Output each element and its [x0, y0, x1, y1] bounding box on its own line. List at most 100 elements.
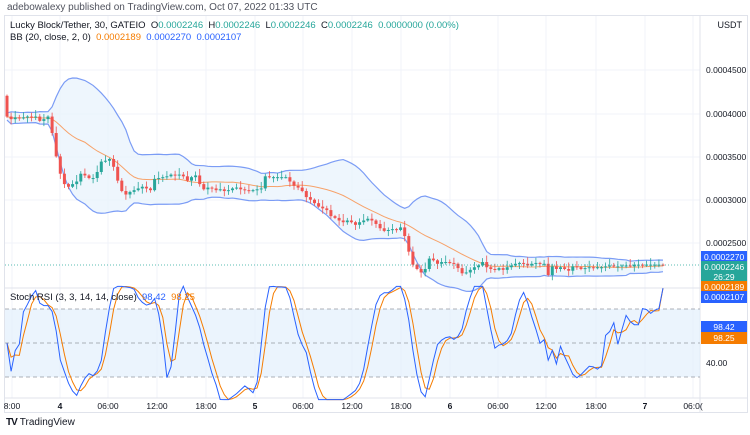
tradingview-logo[interactable]: TV TradingView: [6, 417, 75, 428]
time-tick-label: 7: [643, 401, 648, 411]
change-value: 0.0000000 (0.00%): [378, 20, 459, 31]
time-tick-label: 18:00: [390, 401, 412, 411]
candle-body: [399, 227, 403, 231]
candle-body: [579, 267, 583, 269]
time-tick-label: 06:00: [292, 401, 314, 411]
candle-body: [456, 263, 460, 269]
stoch-tick-label: 40.00: [706, 358, 728, 368]
candle-body: [235, 187, 239, 189]
candle-body: [30, 116, 34, 118]
time-tick-label: 06:0(: [683, 401, 703, 411]
candle-body: [54, 133, 58, 157]
bb-upper-line: [6, 77, 664, 262]
candle-body: [58, 156, 62, 174]
candle-body: [21, 117, 25, 119]
candle-body: [522, 262, 526, 264]
candle-body: [251, 190, 255, 192]
candle-body: [530, 263, 534, 266]
candle-body: [657, 264, 661, 266]
candle-body: [567, 268, 571, 271]
candle-body: [612, 265, 616, 267]
candle-body: [493, 268, 497, 270]
candle-body: [337, 217, 341, 221]
candle-body: [79, 173, 83, 182]
candle-body: [206, 187, 210, 190]
candle-body: [46, 116, 50, 120]
bb-basis-line: [6, 116, 664, 269]
candle-body: [185, 176, 189, 181]
bb-upper-tag: 0.0002270: [701, 251, 747, 263]
low-value: 0.0002246: [270, 20, 316, 31]
candle-body: [140, 186, 144, 189]
bb-fill: [7, 77, 663, 292]
candle-body: [591, 267, 595, 269]
time-tick-label: 5: [253, 401, 258, 411]
candle-body: [464, 272, 468, 274]
candle-body: [427, 258, 431, 269]
candle-body: [263, 176, 267, 189]
candle-body: [231, 188, 234, 191]
candle-body: [542, 263, 546, 265]
candle-body: [386, 230, 390, 232]
price-tick-label: 0.0004000: [706, 109, 746, 119]
stoch-k-line: [6, 285, 664, 401]
candle-body: [550, 266, 554, 276]
candle-body: [403, 227, 407, 237]
stoch-d-tag: 98.25: [701, 332, 747, 344]
candle-body: [575, 266, 579, 268]
candle-body: [128, 191, 132, 195]
candle-body: [255, 189, 259, 191]
candle-body: [308, 197, 312, 200]
candle-body: [75, 181, 79, 185]
candle-body: [460, 268, 464, 274]
candle-body: [267, 176, 271, 178]
candle-body: [370, 218, 374, 221]
tv-logo-icon: TV: [6, 417, 18, 428]
time-tick-label: 6: [448, 401, 453, 411]
candle-body: [161, 177, 165, 179]
candle-body: [472, 267, 476, 270]
high-value: 0.0002246: [215, 20, 261, 31]
candle-body: [181, 174, 185, 177]
candle-body: [497, 268, 501, 270]
time-tick-label: 8:00: [4, 401, 21, 411]
candle-body: [411, 251, 415, 265]
candle-body: [226, 190, 230, 192]
candle-body: [431, 258, 435, 261]
candle-body: [341, 220, 345, 223]
candle-body: [288, 177, 292, 182]
time-tick-label: 18:00: [585, 401, 607, 411]
candle-body: [304, 191, 308, 198]
candle-body: [38, 116, 42, 121]
candle-body: [194, 175, 198, 178]
candle-body: [378, 223, 382, 229]
candle-body: [62, 173, 66, 185]
candle-body: [505, 267, 509, 270]
price-tick-label: 0.0003500: [706, 152, 746, 162]
bb-label[interactable]: BB (20, close, 2, 0): [10, 32, 91, 43]
candle-body: [313, 199, 316, 204]
candle-body: [67, 184, 70, 187]
candle-body: [247, 190, 251, 192]
candle-body: [169, 174, 173, 177]
stoch-label[interactable]: Stoch RSI (3, 3, 14, 14, close): [10, 292, 137, 303]
bb-legend: BB (20, close, 2, 0) 0.0002189 0.0002270…: [10, 32, 241, 43]
candle-body: [91, 178, 95, 180]
candle-body: [452, 262, 456, 264]
candle-body: [448, 262, 452, 264]
open-value: 0.0002246: [158, 20, 204, 31]
candle-body: [628, 265, 632, 267]
candle-body: [239, 187, 243, 190]
candle-body: [624, 265, 628, 267]
last-price-tag: 0.0002246 26:29: [701, 261, 747, 283]
candle-body: [395, 229, 398, 231]
bb-basis-value: 0.0002189: [96, 32, 141, 43]
candle-body: [108, 158, 111, 161]
candle-body: [559, 267, 562, 269]
symbol-title[interactable]: Lucky Block/Tether, 30, GATEIO: [10, 20, 146, 31]
candle-body: [616, 266, 620, 268]
candle-body: [595, 267, 599, 269]
bar-countdown: 26:29: [713, 272, 735, 282]
candle-body: [210, 187, 214, 189]
